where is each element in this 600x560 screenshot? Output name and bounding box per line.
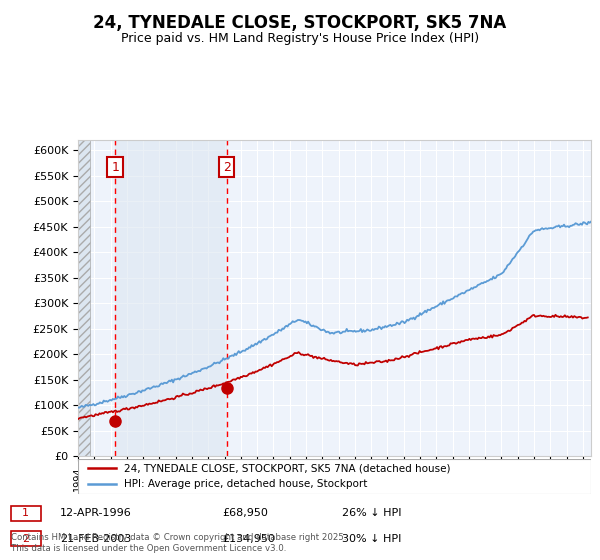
Text: 30% ↓ HPI: 30% ↓ HPI	[342, 534, 401, 544]
FancyBboxPatch shape	[11, 531, 41, 546]
Text: HPI: Average price, detached house, Stockport: HPI: Average price, detached house, Stoc…	[124, 479, 368, 489]
Text: 1: 1	[111, 161, 119, 174]
Bar	[78, 140, 90, 456]
FancyBboxPatch shape	[78, 459, 591, 494]
Text: 24, TYNEDALE CLOSE, STOCKPORT, SK5 7NA (detached house): 24, TYNEDALE CLOSE, STOCKPORT, SK5 7NA (…	[124, 463, 451, 473]
Text: £68,950: £68,950	[222, 508, 268, 518]
Text: 24, TYNEDALE CLOSE, STOCKPORT, SK5 7NA: 24, TYNEDALE CLOSE, STOCKPORT, SK5 7NA	[94, 14, 506, 32]
Text: 2: 2	[22, 534, 29, 544]
Text: 1: 1	[22, 508, 29, 518]
FancyBboxPatch shape	[11, 506, 41, 521]
Text: Price paid vs. HM Land Registry's House Price Index (HPI): Price paid vs. HM Land Registry's House …	[121, 32, 479, 45]
Text: Contains HM Land Registry data © Crown copyright and database right 2025.
This d: Contains HM Land Registry data © Crown c…	[11, 533, 346, 553]
Text: 12-APR-1996: 12-APR-1996	[60, 508, 132, 518]
Text: £134,950: £134,950	[222, 534, 275, 544]
Text: 2: 2	[223, 161, 230, 174]
Bar	[115, 140, 227, 456]
Text: 21-FEB-2003: 21-FEB-2003	[60, 534, 131, 544]
Text: 26% ↓ HPI: 26% ↓ HPI	[342, 508, 401, 518]
